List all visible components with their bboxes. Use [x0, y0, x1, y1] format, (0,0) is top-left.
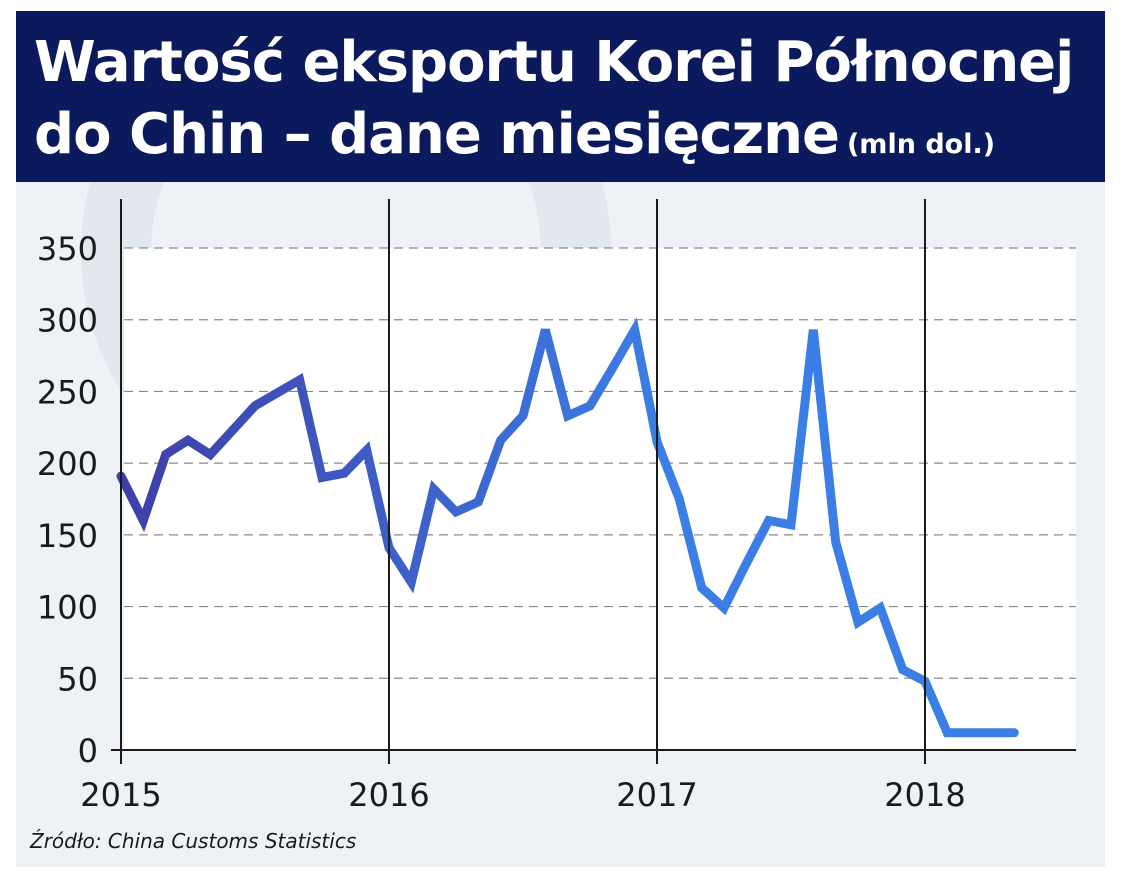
y-tick-label: 50 — [57, 660, 98, 698]
x-tick-label: 2017 — [616, 776, 697, 814]
chart-title-line2-text: do Chin – dane miesięczne — [34, 102, 840, 167]
source-note: Źródło: China Customs Statistics — [30, 829, 357, 853]
chart-title-line2: do Chin – dane miesięczne (mln dol.) — [34, 103, 995, 177]
y-tick-label: 0 — [78, 732, 98, 770]
y-tick-label: 150 — [37, 517, 98, 555]
chart-title-line1: Wartość eksportu Korei Północnej — [34, 30, 1074, 95]
plot-area — [124, 248, 1076, 750]
y-tick-label: 100 — [37, 589, 98, 627]
y-tick-label: 350 — [37, 230, 98, 268]
y-tick-label: 300 — [37, 302, 98, 340]
y-tick-label: 250 — [37, 373, 98, 411]
chart-frame: 0 50 100 150 200 250 300 350 2015 2016 2017 2018 Wa… — [16, 11, 1105, 867]
x-tick-label: 2016 — [348, 776, 429, 814]
x-tick-label: 2018 — [884, 776, 965, 814]
x-tick-label: 2015 — [80, 776, 161, 814]
series-line — [116, 317, 1019, 738]
line-chart: 0 50 100 150 200 250 300 350 2015 2016 2017 2018 — [37, 11, 1076, 814]
unit-label: (mln dol.) — [846, 129, 996, 160]
header-banner: Wartość eksportu Korei Północnej do Chin… — [16, 11, 1105, 182]
y-tick-label: 200 — [37, 445, 98, 483]
